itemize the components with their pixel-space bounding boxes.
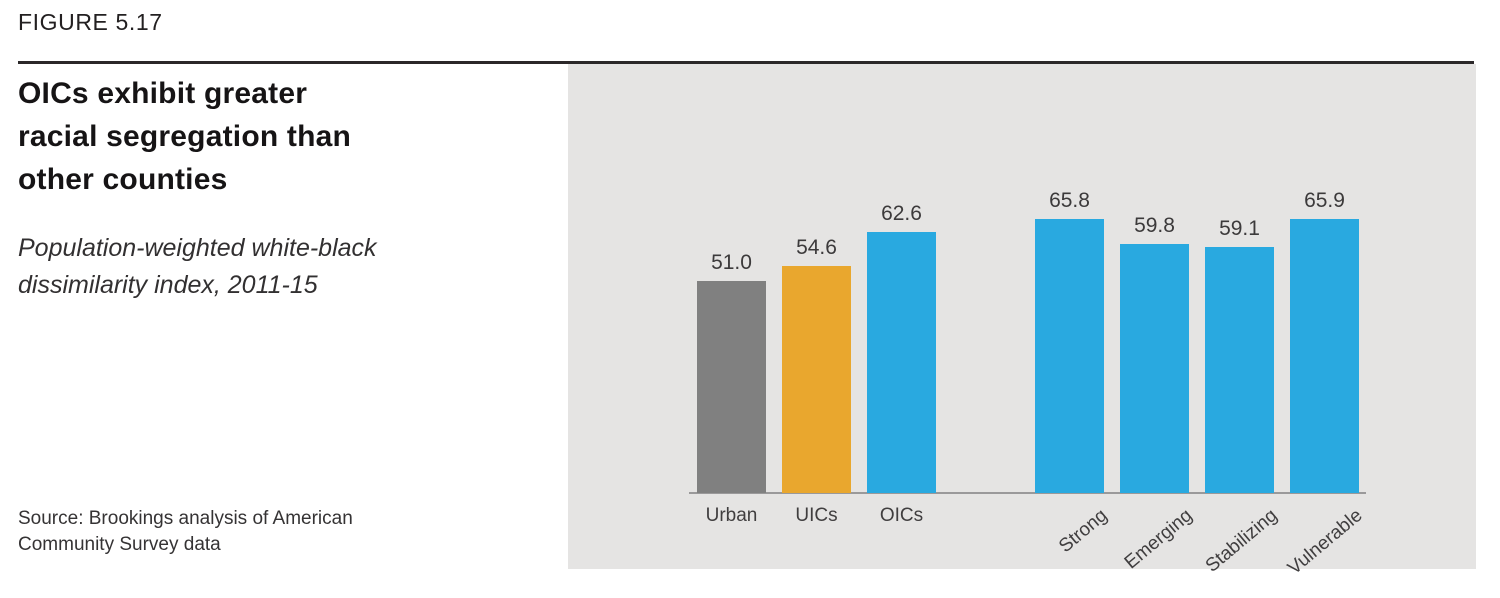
figure-label: FIGURE 5.17: [18, 9, 163, 35]
bar-value-label: 65.8: [1049, 189, 1090, 212]
source-note: Source: Brookings analysis of American Co…: [18, 508, 353, 555]
bar-stabilizing: [1205, 247, 1274, 493]
bar-value-label: 65.9: [1304, 189, 1345, 212]
bar-value-label: 54.6: [796, 236, 837, 259]
bar-category-label: Urban: [705, 505, 758, 526]
bar-value-label: 59.8: [1134, 214, 1175, 237]
bar-category-label: OICs: [879, 505, 924, 526]
x-axis-line: [689, 492, 1366, 494]
chart-panel: 51.0 Urban 54.6 UICs 62.6 OICs 65.8 Strong 59.8 E…: [568, 64, 1476, 579]
bar-vulnerable: [1290, 219, 1359, 493]
bar-value-label: 59.1: [1219, 217, 1260, 240]
bar-uics: [782, 266, 851, 493]
header-rule: [18, 61, 1474, 64]
bar-strong: [1035, 219, 1104, 493]
bar-urban: [697, 281, 766, 493]
chart-title: OICs exhibit greater racial segregation t…: [18, 77, 352, 196]
bar-category-label: UICs: [795, 505, 838, 526]
bar-value-label: 62.6: [881, 202, 922, 225]
bar-oics: [867, 232, 936, 493]
bar-value-label: 51.0: [711, 251, 752, 274]
chart-subtitle: Population-weighted white-black dissimila…: [18, 234, 377, 299]
bar-emerging: [1120, 244, 1189, 493]
